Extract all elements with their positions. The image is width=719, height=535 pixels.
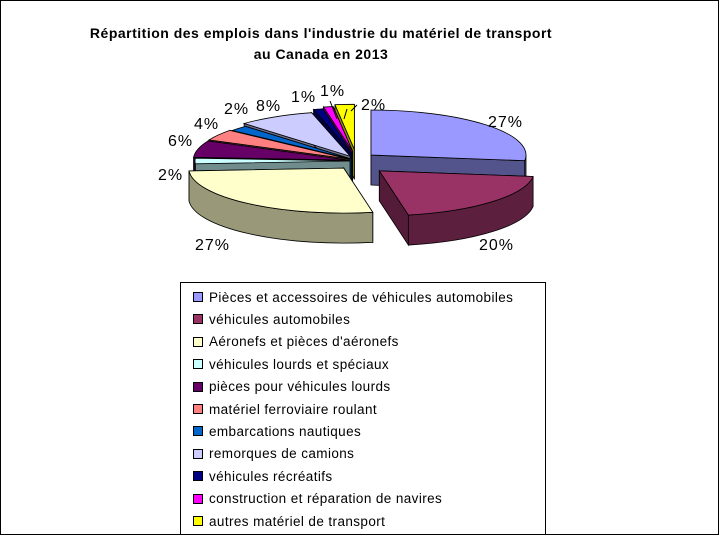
slice-percent-label: 1% [320, 83, 345, 100]
pie-slice [242, 112, 352, 158]
legend-swatch [193, 292, 203, 302]
pie-slice [207, 129, 350, 160]
legend-item: véhicules lourds et spéciaux [193, 356, 389, 372]
legend-label: matériel ferroviaire roulant [209, 401, 378, 417]
legend-label: embarcations nautiques [209, 423, 362, 439]
slice-percent-label: 1% [291, 89, 316, 106]
legend-item: matériel ferroviaire roulant [193, 401, 377, 417]
slice-percent-label: 8% [256, 98, 281, 115]
legend-label: véhicules automobiles [209, 311, 351, 327]
legend-label: remorques de camions [209, 446, 355, 462]
slice-percent-label: 6% [168, 133, 193, 150]
legend-swatch [193, 381, 203, 392]
slice-percent-label: 2% [158, 167, 183, 184]
slice-percent-label: 2% [224, 101, 249, 118]
legend-swatch [193, 516, 203, 526]
legend-swatch [193, 471, 203, 482]
legend-label: véhicules récréatifs [209, 468, 333, 484]
legend-item: autres matériel de transport [193, 513, 385, 529]
legend-label: Pièces et accessoires de véhicules autom… [209, 289, 514, 305]
legend-swatch [193, 359, 203, 370]
pie-slice [194, 157, 351, 165]
legend-item: véhicules récréatifs [193, 468, 333, 484]
legend-swatch [193, 404, 203, 414]
pie-slice [193, 140, 349, 161]
legend-item: véhicules automobiles [193, 311, 350, 327]
slice-percent-label: 4% [194, 116, 219, 133]
slice-percent-label: 27% [488, 114, 523, 131]
leader-line [350, 104, 358, 112]
pie-slice [370, 109, 527, 162]
pie-slice [378, 170, 534, 216]
leader-line [329, 100, 338, 120]
legend-label: Aéronefs et pièces d'aéronefs [209, 334, 399, 350]
legend-swatch [193, 336, 203, 347]
slice-percent-label: 2% [361, 97, 386, 114]
legend-swatch [193, 426, 203, 437]
pie-slice [334, 103, 355, 150]
legend-label: autres matériel de transport [209, 513, 386, 529]
legend-item: remorques de camions [193, 446, 354, 462]
slice-percent-label: 20% [479, 237, 514, 254]
slice-percent-label: 27% [195, 237, 230, 254]
legend-item: Aéronefs et pièces d'aéronefs [193, 334, 399, 350]
chart-title: Répartition des emplois dans l'industrie… [89, 25, 553, 41]
pie-slice [322, 106, 353, 152]
pie-chart: 27% 20% 27% 2% 6%4% 2% 8% 1% 1% 2% [158, 83, 534, 254]
chart-legend: Pièces et accessoires de véhicules autom… [180, 282, 546, 534]
pie-slice [188, 167, 374, 214]
legend-item: embarcations nautiques [193, 423, 361, 439]
legend-item: pièces pour véhicules lourds [193, 379, 391, 395]
legend-swatch [193, 314, 203, 325]
legend-label: véhicules lourds et spéciaux [209, 356, 390, 372]
pie-slice [230, 125, 352, 160]
legend-label: pièces pour véhicules lourds [209, 379, 391, 395]
legend-swatch [193, 493, 203, 504]
legend-item: construction et réparation de navires [193, 491, 442, 507]
legend-swatch [193, 448, 203, 459]
legend-label: construction et réparation de navires [209, 491, 443, 507]
legend-item: Pièces et accessoires de véhicules autom… [193, 289, 513, 305]
leader-line [343, 108, 348, 120]
chart-subtitle: au Canada en 2013 [253, 46, 389, 62]
pie-slice [312, 108, 353, 154]
